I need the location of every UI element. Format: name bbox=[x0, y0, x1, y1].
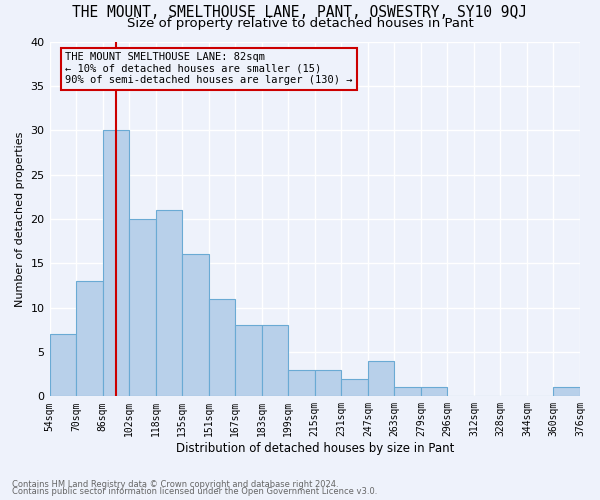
Bar bbox=[103, 130, 129, 396]
Bar bbox=[76, 281, 103, 396]
Bar bbox=[288, 370, 315, 396]
Text: THE MOUNT SMELTHOUSE LANE: 82sqm
← 10% of detached houses are smaller (15)
90% o: THE MOUNT SMELTHOUSE LANE: 82sqm ← 10% o… bbox=[65, 52, 353, 86]
X-axis label: Distribution of detached houses by size in Pant: Distribution of detached houses by size … bbox=[176, 442, 454, 455]
Y-axis label: Number of detached properties: Number of detached properties bbox=[15, 131, 25, 306]
Bar bbox=[50, 334, 76, 396]
Bar bbox=[182, 254, 209, 396]
Bar bbox=[553, 388, 580, 396]
Bar bbox=[209, 299, 235, 396]
Bar bbox=[394, 388, 421, 396]
Bar bbox=[368, 361, 394, 396]
Bar bbox=[262, 326, 288, 396]
Text: Size of property relative to detached houses in Pant: Size of property relative to detached ho… bbox=[127, 18, 473, 30]
Bar bbox=[235, 326, 262, 396]
Bar bbox=[315, 370, 341, 396]
Bar bbox=[129, 219, 155, 396]
Bar bbox=[341, 378, 368, 396]
Text: Contains public sector information licensed under the Open Government Licence v3: Contains public sector information licen… bbox=[12, 487, 377, 496]
Bar bbox=[421, 388, 448, 396]
Text: THE MOUNT, SMELTHOUSE LANE, PANT, OSWESTRY, SY10 9QJ: THE MOUNT, SMELTHOUSE LANE, PANT, OSWEST… bbox=[73, 5, 527, 20]
Text: Contains HM Land Registry data © Crown copyright and database right 2024.: Contains HM Land Registry data © Crown c… bbox=[12, 480, 338, 489]
Bar bbox=[155, 210, 182, 396]
